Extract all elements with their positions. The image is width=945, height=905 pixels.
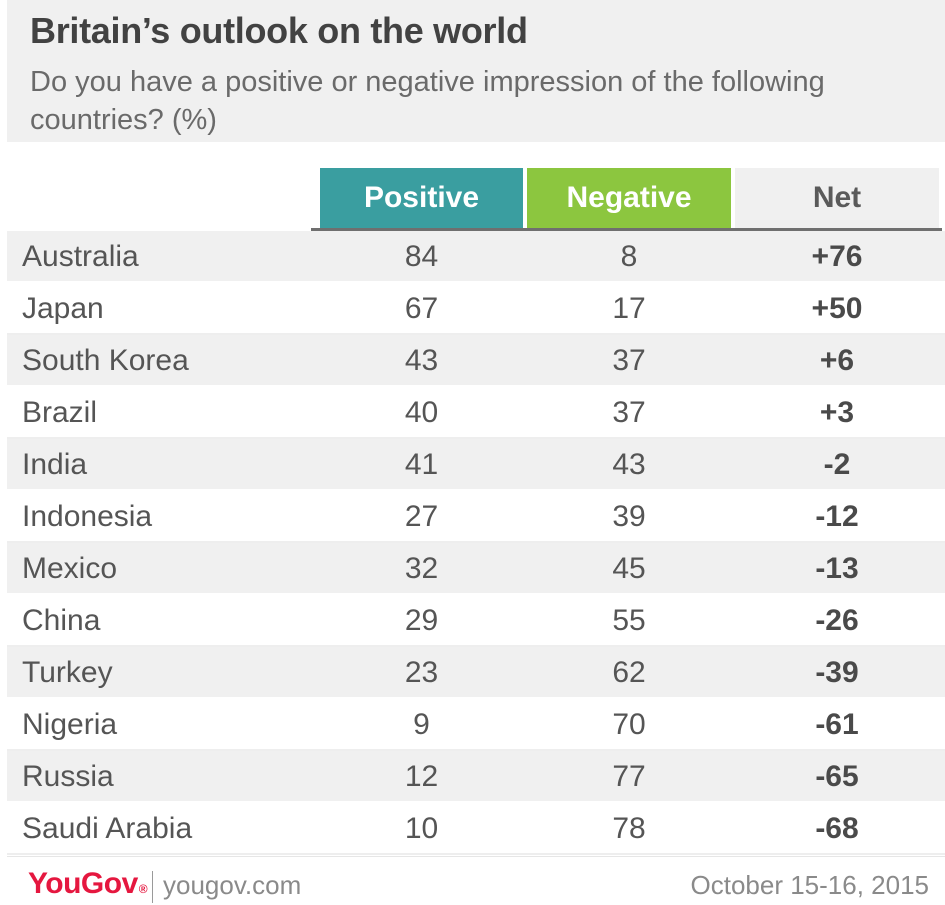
- column-header-net: Net: [735, 168, 939, 228]
- country-label: Russia: [22, 760, 114, 793]
- country-label: Turkey: [22, 656, 113, 689]
- table-row: Indonesia 27 39 -12: [7, 491, 945, 543]
- logo-registered-mark: ®: [138, 882, 148, 896]
- footer-separator: [152, 871, 153, 903]
- positive-value: 32: [404, 552, 439, 585]
- country-label: Nigeria: [22, 708, 118, 741]
- chart-subtitle: Do you have a positive or negative impre…: [30, 66, 825, 136]
- positive-value: 67: [404, 292, 439, 325]
- negative-value: 62: [612, 656, 646, 689]
- country-label: China: [22, 604, 101, 637]
- negative-value: 70: [612, 708, 646, 741]
- negative-value: 45: [612, 552, 646, 585]
- table-row: Japan 67 17 +50: [7, 283, 945, 335]
- negative-value: 55: [612, 604, 646, 637]
- column-header-positive: Positive: [320, 168, 523, 228]
- net-value: -61: [815, 708, 859, 741]
- chart-title: Britain’s outlook on the world: [30, 10, 528, 51]
- table-row: China 29 55 -26: [7, 595, 945, 647]
- positive-value: 12: [404, 760, 439, 793]
- positive-value: 10: [404, 812, 439, 845]
- net-value: +3: [819, 396, 855, 429]
- table-row: Australia 84 8 +76: [7, 231, 945, 283]
- positive-value: 9: [413, 708, 430, 741]
- negative-value: 77: [612, 760, 646, 793]
- table-row: Russia 12 77 -65: [7, 751, 945, 803]
- negative-value: 37: [612, 344, 646, 377]
- negative-value: 37: [612, 396, 646, 429]
- country-label: India: [22, 448, 88, 481]
- country-label: Japan: [22, 292, 104, 325]
- table-row: Saudi Arabia 10 78 -68: [7, 803, 945, 855]
- net-value: -68: [815, 812, 859, 845]
- positive-value: 41: [404, 448, 439, 481]
- positive-value: 40: [404, 396, 439, 429]
- table-row: Mexico 32 45 -13: [7, 543, 945, 595]
- country-label: Mexico: [22, 552, 118, 585]
- net-value: -2: [823, 448, 851, 481]
- net-value: +76: [811, 240, 863, 273]
- country-label: Saudi Arabia: [22, 812, 193, 845]
- country-label: Australia: [22, 240, 139, 273]
- data-table: Australia 84 8 +76 Japan 67 17 +50 South Korea 43…: [7, 231, 945, 855]
- column-header-negative: Negative: [527, 168, 731, 228]
- table-row: Turkey 23 62 -39: [7, 647, 945, 699]
- table-row: India 41 43 -2: [7, 439, 945, 491]
- negative-value: 43: [612, 448, 646, 481]
- positive-value: 84: [404, 240, 439, 273]
- footer-divider: [7, 856, 945, 857]
- country-label: Indonesia: [22, 500, 153, 533]
- table-row: Brazil 40 37 +3: [7, 387, 945, 439]
- net-value: -13: [815, 552, 859, 585]
- footer-site: yougov.com: [163, 870, 302, 900]
- net-value: -65: [815, 760, 859, 793]
- table-row: Nigeria 9 70 -61: [7, 699, 945, 751]
- positive-value: 29: [404, 604, 439, 637]
- positive-value: 23: [404, 656, 439, 689]
- table-row: South Korea 43 37 +6: [7, 335, 945, 387]
- country-label: Brazil: [22, 396, 98, 429]
- net-value: +6: [819, 344, 855, 377]
- yougov-logo: YouGov ®: [28, 867, 148, 901]
- country-label: South Korea: [22, 344, 189, 377]
- chart-header: Britain’s outlook on the world Do you ha…: [7, 0, 945, 142]
- net-value: -12: [815, 500, 859, 533]
- net-value: -26: [815, 604, 859, 637]
- logo-text: YouGov: [28, 867, 138, 900]
- footer-date: October 15-16, 2015: [690, 870, 930, 900]
- positive-value: 27: [404, 500, 439, 533]
- header-divider: [311, 228, 942, 231]
- net-value: +50: [811, 292, 863, 325]
- positive-value: 43: [404, 344, 439, 377]
- net-value: -39: [815, 656, 859, 689]
- negative-value: 39: [612, 500, 646, 533]
- negative-value: 78: [612, 812, 646, 845]
- negative-value: 8: [620, 240, 638, 273]
- negative-value: 17: [612, 292, 646, 325]
